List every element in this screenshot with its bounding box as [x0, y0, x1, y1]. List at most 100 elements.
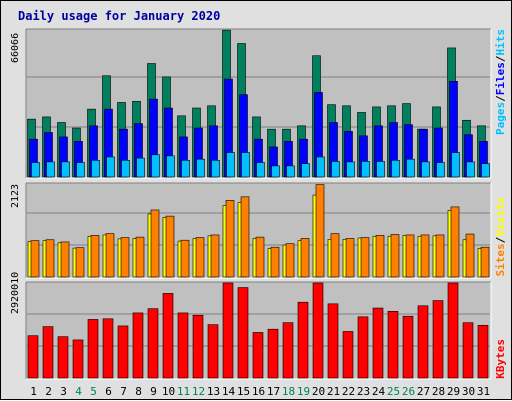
pages-bar — [271, 165, 280, 178]
sites-bar — [420, 234, 430, 278]
top-legend-part: Files — [494, 62, 507, 95]
pages-bar — [361, 161, 370, 178]
pages-bar — [346, 161, 355, 178]
x-tick-label: 9 — [150, 385, 157, 398]
kbytes-bar — [477, 324, 489, 379]
top-panel-max-label: 66066 — [10, 33, 21, 63]
x-tick-label: 28 — [432, 385, 445, 398]
kbytes-bar — [87, 319, 99, 379]
x-tick-label: 20 — [312, 385, 325, 398]
top-legend-part: Pages — [494, 102, 507, 135]
bot-panel-max-label: 2920010 — [10, 272, 21, 314]
sites-bar — [270, 246, 280, 278]
sites-bar — [345, 238, 355, 278]
sites-bar — [90, 235, 100, 278]
mid-legend: Sites/Visits — [494, 197, 507, 277]
x-tick-label: 10 — [162, 385, 175, 398]
x-tick-label: 15 — [237, 385, 250, 398]
pages-bar — [466, 161, 475, 178]
pages-bar — [121, 160, 130, 178]
x-axis-labels: 1 2 3 4 5 6 7 8 9 10 11 12 13 14 15 16 17 18 19 20 21 22 23 24 2… — [30, 385, 490, 398]
x-tick-label: 16 — [252, 385, 265, 398]
x-tick-label: 21 — [327, 385, 340, 398]
bot-legend-part: KBytes — [494, 339, 507, 379]
x-tick-label: 11 — [177, 385, 190, 398]
pages-bar — [421, 161, 430, 178]
sites-bar — [285, 243, 295, 278]
pages-bar — [106, 156, 115, 178]
x-tick-label: 6 — [105, 385, 112, 398]
kbytes-bar — [162, 293, 174, 379]
sites-bar — [195, 237, 205, 278]
sites-bar — [390, 234, 400, 278]
sites-bar — [60, 241, 70, 278]
kbytes-bar — [432, 300, 444, 379]
sites-bar — [375, 235, 385, 278]
sites-bar — [180, 239, 190, 278]
pages-bar — [286, 165, 295, 178]
pages-bar — [46, 161, 55, 178]
kbytes-bar — [42, 326, 54, 379]
kbytes-bar — [327, 303, 339, 379]
sites-bar — [435, 234, 445, 278]
sites-bar — [150, 209, 160, 278]
kbytes-bar — [132, 312, 144, 379]
x-tick-label: 31 — [477, 385, 490, 398]
x-tick-label: 12 — [192, 385, 205, 398]
kbytes-bar — [402, 315, 414, 379]
mid-legend-part: Sites — [494, 243, 507, 276]
mid-panel-max-label: 2123 — [10, 184, 21, 208]
sites-bar — [255, 236, 265, 278]
kbytes-bar — [357, 316, 369, 379]
kbytes-bar — [342, 331, 354, 379]
top-legend-part: / — [494, 95, 507, 102]
kbytes-bar — [222, 282, 234, 379]
x-tick-label: 29 — [447, 385, 460, 398]
top-legend-part: Hits — [494, 29, 507, 56]
kbytes-bar — [237, 287, 249, 379]
kbytes-bar — [192, 314, 204, 379]
kbytes-bar — [252, 332, 264, 379]
visits-sites-panel — [25, 182, 492, 279]
kbytes-bar — [447, 282, 459, 379]
x-tick-label: 26 — [402, 385, 415, 398]
kbytes-bar — [177, 312, 189, 379]
x-tick-label: 19 — [297, 385, 310, 398]
pages-bar — [136, 157, 145, 178]
x-tick-label: 22 — [342, 385, 355, 398]
x-tick-label: 24 — [372, 385, 386, 398]
x-tick-label: 7 — [120, 385, 127, 398]
pages-bar — [481, 163, 490, 178]
x-tick-label: 2 — [45, 385, 52, 398]
x-tick-label: 17 — [267, 385, 280, 398]
pages-bar — [166, 155, 175, 178]
pages-bar — [391, 160, 400, 178]
hits-files-pages-panel — [25, 28, 492, 179]
x-tick-label: 8 — [135, 385, 142, 398]
kbytes-bar — [27, 335, 39, 379]
x-tick-label: 5 — [90, 385, 97, 398]
x-tick-label: 18 — [282, 385, 295, 398]
kbytes-bar — [297, 301, 309, 379]
mid-legend-part: / — [494, 236, 507, 243]
sites-bar — [165, 215, 175, 278]
kbytes-bar — [312, 282, 324, 379]
sites-bar — [30, 240, 40, 278]
pages-bar — [406, 158, 415, 178]
x-tick-label: 4 — [75, 385, 82, 398]
sites-bar — [465, 233, 475, 278]
kbytes-panel — [25, 281, 492, 380]
kbytes-bar — [387, 311, 399, 379]
pages-bar — [301, 163, 310, 178]
sites-bar — [225, 200, 235, 278]
sites-bar — [210, 234, 220, 278]
pages-bar — [211, 160, 220, 178]
pages-bar — [451, 152, 460, 178]
pages-bar — [31, 162, 40, 178]
sites-bar — [135, 236, 145, 278]
x-tick-label: 25 — [387, 385, 400, 398]
sites-bar — [315, 184, 325, 278]
mid-legend-part: Visits — [494, 197, 507, 237]
